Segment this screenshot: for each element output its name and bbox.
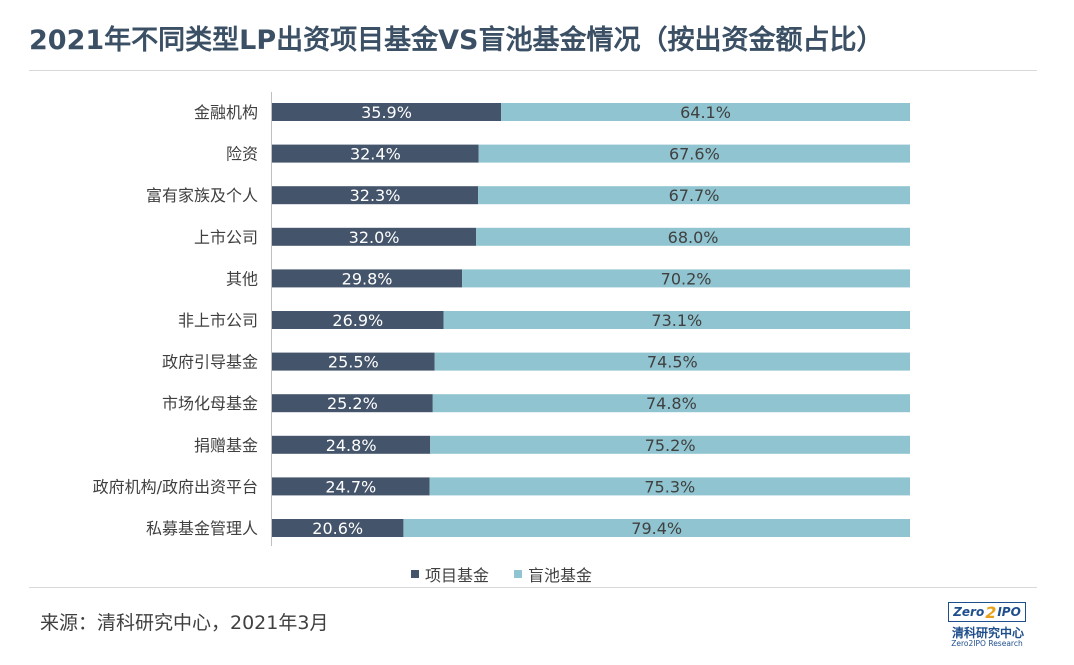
bar-project-fund: [272, 394, 433, 413]
data-label-project-fund: 32.3%: [350, 186, 401, 205]
bar-blind-pool: [478, 186, 910, 205]
zero2ipo-logo: Zero 2 IPO 清科研究中心 Zero2IPO Research: [940, 600, 1030, 652]
data-label-blind-pool: 73.1%: [651, 311, 702, 330]
data-label-blind-pool: 67.6%: [669, 145, 720, 164]
source-note: 来源：清科研究中心，2021年3月: [40, 612, 329, 634]
bar-blind-pool: [430, 435, 910, 454]
data-label-blind-pool: 67.7%: [669, 186, 720, 205]
bar-project-fund: [272, 227, 477, 246]
category-label: 其他: [226, 269, 258, 288]
chart-legend: 项目基金 盲池基金: [0, 562, 1074, 588]
bar-blind-pool: [476, 227, 910, 246]
legend-label-blind-pool: 盲池基金: [528, 566, 593, 585]
data-label-blind-pool: 74.5%: [647, 353, 698, 372]
bar-project-fund: [272, 144, 479, 163]
category-label: 捐赠基金: [194, 436, 258, 455]
stacked-bar-chart: 金融机构 35.9% 64.1% 险资 32.4% 67.6% 富有家族及个人 32.3% 67…: [93, 92, 910, 546]
data-label-blind-pool: 75.2%: [645, 436, 696, 455]
bar-project-fund: [272, 269, 463, 288]
bar-blind-pool: [501, 103, 910, 121]
data-label-blind-pool: 79.4%: [631, 519, 682, 538]
data-label-project-fund: 25.5%: [328, 353, 379, 372]
bar-project-fund: [272, 311, 444, 329]
bar-blind-pool: [443, 311, 910, 329]
data-label-blind-pool: 68.0%: [668, 228, 719, 247]
legend-item-blind-pool: 盲池基金: [514, 562, 592, 586]
logo-wordmark: Zero 2 IPO: [948, 602, 1026, 622]
bar-blind-pool: [429, 477, 910, 496]
category-label: 富有家族及个人: [146, 186, 258, 205]
bar-blind-pool: [462, 269, 910, 288]
data-label-project-fund: 32.4%: [350, 145, 401, 164]
data-label-blind-pool: 74.8%: [646, 394, 697, 413]
chart-title: 2021年不同类型LP出资项目基金VS盲池基金情况（按出资金额占比）: [29, 25, 884, 56]
category-label: 上市公司: [194, 228, 258, 247]
legend-label-project-fund: 项目基金: [425, 566, 490, 585]
logo-english-name: Zero2IPO Research: [951, 639, 1023, 648]
category-label: 政府机构/政府出资平台: [93, 477, 258, 496]
logo-text-zero: Zero: [953, 605, 985, 619]
bar-project-fund: [272, 186, 479, 205]
category-label: 市场化母基金: [162, 394, 258, 413]
legend-swatch-blind-pool: [514, 570, 522, 578]
logo-chinese-name: 清科研究中心: [951, 626, 1024, 640]
category-label: 政府引导基金: [162, 353, 258, 372]
bar-project-fund: [272, 477, 430, 496]
logo-text-two: 2: [985, 602, 997, 622]
data-label-project-fund: 24.8%: [326, 436, 377, 455]
category-label: 金融机构: [194, 103, 258, 122]
data-label-project-fund: 32.0%: [349, 228, 400, 247]
data-label-project-fund: 24.7%: [325, 477, 376, 496]
title-divider: [29, 70, 1037, 71]
data-label-project-fund: 20.6%: [312, 519, 363, 538]
bar-blind-pool: [403, 519, 910, 537]
data-label-project-fund: 29.8%: [342, 269, 393, 288]
data-label-blind-pool: 75.3%: [644, 477, 695, 496]
footer-divider: [29, 587, 1037, 588]
bar-project-fund: [272, 103, 502, 121]
bar-blind-pool: [434, 352, 910, 371]
legend-item-project-fund: 项目基金: [411, 562, 489, 586]
category-label: 私募基金管理人: [146, 519, 258, 538]
data-label-project-fund: 25.2%: [327, 394, 378, 413]
data-label-project-fund: 35.9%: [361, 103, 412, 122]
data-label-project-fund: 26.9%: [332, 311, 383, 330]
legend-swatch-project-fund: [411, 570, 419, 578]
bar-project-fund: [272, 519, 404, 537]
category-label: 险资: [226, 145, 258, 164]
data-label-blind-pool: 70.2%: [661, 269, 712, 288]
logo-text-ipo: IPO: [997, 605, 1021, 619]
bar-blind-pool: [432, 394, 910, 413]
bar-project-fund: [272, 352, 435, 371]
data-label-blind-pool: 64.1%: [680, 103, 731, 122]
category-label: 非上市公司: [178, 311, 258, 330]
bar-blind-pool: [478, 144, 910, 163]
bar-project-fund: [272, 435, 431, 454]
